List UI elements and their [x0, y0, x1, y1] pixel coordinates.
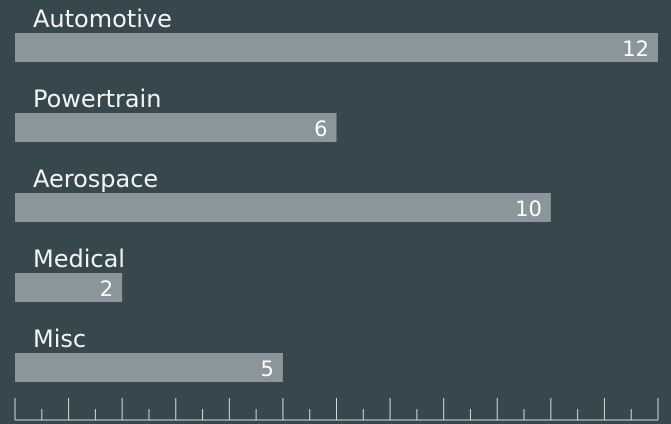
- category-label: Automotive: [33, 5, 172, 33]
- category-label: Medical: [33, 245, 125, 273]
- bars-layer: Automotive 12 Powertrain 6 Aerospace 10 Medica…: [15, 5, 658, 382]
- value-label: 5: [261, 357, 274, 381]
- bar: [15, 33, 658, 62]
- category-label: Aerospace: [33, 165, 158, 193]
- category-label: Powertrain: [33, 85, 161, 113]
- bar: [15, 113, 337, 142]
- value-label: 6: [314, 117, 327, 141]
- x-axis: [14, 398, 659, 421]
- bar: [15, 193, 551, 222]
- value-label: 2: [100, 277, 113, 301]
- bar: [15, 273, 123, 302]
- bar-group: Automotive 12: [15, 5, 658, 62]
- bar: [15, 353, 283, 382]
- category-label: Misc: [33, 325, 86, 353]
- bar-group: Misc 5: [15, 325, 283, 382]
- bar-group: Powertrain 6: [15, 85, 337, 142]
- value-label: 10: [515, 197, 542, 221]
- value-label: 12: [622, 37, 649, 61]
- bar-group: Medical 2: [15, 245, 125, 302]
- bar-group: Aerospace 10: [15, 165, 551, 222]
